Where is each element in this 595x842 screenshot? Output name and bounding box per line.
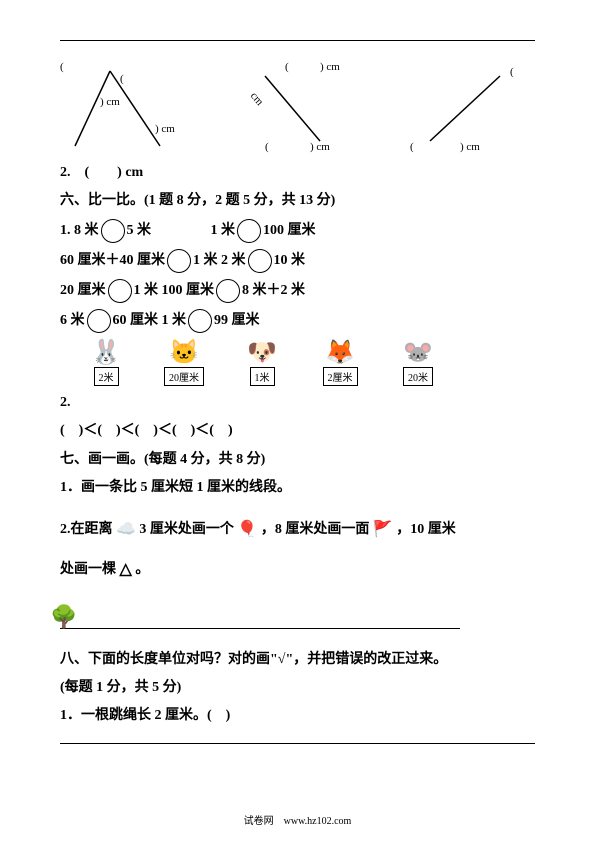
animal-5-label: 20米 [403, 367, 433, 386]
label-cm-left: ) cm [100, 96, 120, 108]
label-cm-l1: ) cm [320, 61, 340, 73]
s7-q2-line1: 2.在距离 ☁️ 3 厘米处画一个 🎈 ，8 厘米处画一面 🚩 ，10 厘米 [60, 517, 535, 543]
animal-1-label: 2米 [94, 367, 119, 386]
s6-q1-g: 10 米 [274, 253, 306, 268]
compare-circle[interactable] [108, 279, 132, 303]
label-cm-right: ) cm [155, 123, 175, 135]
label-paren-3: ( [285, 61, 289, 73]
s7-q2-a: 2.在距离 [60, 522, 113, 537]
line-diagram-2: ( ( ) cm [400, 61, 550, 156]
animal-2-label: 20厘米 [164, 367, 204, 386]
triangle-diagram: ) cm ( ) cm ( [60, 61, 210, 156]
footer-text: 试卷网 www.hz102.com [0, 812, 595, 827]
top-rule [60, 40, 535, 41]
s6-q1-f: 1 米 2 米 [193, 253, 246, 268]
s6-q1-a: 1. 8 米 [60, 223, 99, 238]
label-paren-5: ( [410, 141, 414, 153]
s6-q2-compare: ( )＜( )＜( )＜( )＜( ) [60, 420, 535, 442]
q2-bottom-label: 2. ( ) cm [60, 162, 535, 184]
s7-q2-c: ，8 厘米处画一面 [261, 522, 370, 537]
animal-3-label: 1米 [250, 367, 275, 386]
s6-row2: 60 厘米＋40 厘米 1 米 2 米 10 米 [60, 249, 535, 273]
s6-row4: 6 米 60 厘米 1 米 99 厘米 [60, 309, 535, 333]
s6-row3: 20 厘米 1 米 100 厘米 8 米＋2 米 [60, 279, 535, 303]
q2-prefix: 2. [60, 165, 71, 180]
label-paren-2: ( [120, 73, 124, 85]
s7-q1: 1．画一条比 5 厘米短 1 厘米的线段。 [60, 477, 535, 499]
line-diagram-1: ( ) cm cm ( ) cm [230, 61, 380, 156]
section-8-title: 八、下面的长度单位对吗？对的画"√"，并把错误的改正过来。 [60, 649, 535, 671]
s8-sub: (每题 1 分，共 5 分) [60, 677, 535, 699]
label-cm-l2: ) cm [460, 141, 480, 153]
s6-q1-c: 1 米 [211, 223, 236, 238]
dog-icon: 🐶 [247, 341, 277, 365]
s7-q2-d: ，10 厘米 [396, 522, 456, 537]
s7-q2-b: 3 厘米处画一个 [139, 522, 234, 537]
s7-q2-e: 处画一棵 [60, 562, 116, 577]
label-paren-4: ( [510, 66, 514, 78]
mouse-icon: 🐭 [403, 341, 433, 365]
label-paren-1: ( [60, 61, 64, 73]
s6-q1-l: 60 厘米 1 米 [113, 313, 187, 328]
compare-circle[interactable] [87, 309, 111, 333]
bottom-rule [60, 743, 535, 744]
animal-4-label: 2厘米 [323, 367, 358, 386]
cloud-tree-icon: ☁️ [116, 521, 136, 538]
start-tree-icon: 🌳 [50, 604, 77, 630]
flag-icon: 🚩 [373, 521, 393, 538]
s8-q1: 1．一根跳绳长 2 厘米。( ) [60, 705, 535, 727]
section-7-title: 七、画一画。(每题 4 分，共 8 分) [60, 449, 535, 471]
cat-icon: 🐱 [169, 341, 199, 365]
line1-svg [230, 61, 380, 156]
diagram-row: ) cm ( ) cm ( ( ) cm cm ( ) cm ( ( ) cm [60, 61, 535, 156]
section-6-title: 六、比一比。(1 题 8 分，2 题 5 分，共 13 分) [60, 190, 535, 212]
animal-1: 🐰 2米 [70, 341, 142, 386]
s6-q2-prefix: 2. [60, 392, 535, 414]
label-cm-l1b: ) cm [310, 141, 330, 153]
label-l1-bottom: ( [265, 141, 269, 153]
compare-circle[interactable] [248, 249, 272, 273]
animal-3: 🐶 1米 [226, 341, 298, 386]
compare-circle[interactable] [188, 309, 212, 333]
s6-q1-k: 6 米 [60, 313, 85, 328]
fox-icon: 🦊 [325, 341, 355, 365]
s7-q2-f: 。 [135, 562, 149, 577]
compare-circle[interactable] [216, 279, 240, 303]
animal-2: 🐱 20厘米 [148, 341, 220, 386]
rabbit-icon: 🐰 [91, 341, 121, 365]
s6-q1-d: 100 厘米 [263, 223, 316, 238]
ruler-line: 🌳 [60, 589, 460, 629]
s6-q1-i: 1 米 100 厘米 [134, 283, 215, 298]
s6-row1: 1. 8 米 5 米 1 米 100 厘米 [60, 219, 535, 243]
q2-cm: ( ) cm [85, 165, 144, 180]
s6-q1-h: 20 厘米 [60, 283, 106, 298]
s6-q1-b: 5 米 [127, 223, 152, 238]
animal-row: 🐰 2米 🐱 20厘米 🐶 1米 🦊 2厘米 🐭 20米 [70, 341, 535, 386]
s6-q1-m: 99 厘米 [214, 313, 260, 328]
tree-triangle-icon: △ [120, 561, 132, 578]
animal-5: 🐭 20米 [382, 341, 454, 386]
balloon-icon: 🎈 [237, 521, 257, 538]
compare-circle[interactable] [167, 249, 191, 273]
compare-circle[interactable] [101, 219, 125, 243]
compare-circle[interactable] [237, 219, 261, 243]
s6-q1-e: 60 厘米＋40 厘米 [60, 253, 165, 268]
s7-q2-line2: 处画一棵 △ 。 [60, 557, 535, 583]
triangle-svg [60, 61, 210, 156]
s6-q1-j: 8 米＋2 米 [242, 283, 305, 298]
animal-4: 🦊 2厘米 [304, 341, 376, 386]
